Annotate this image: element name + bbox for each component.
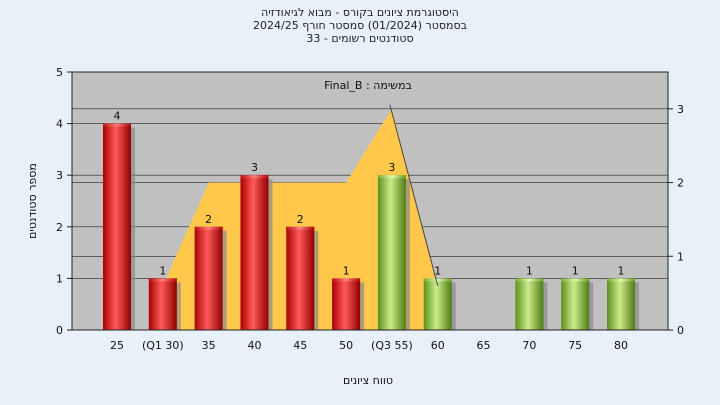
- chart-annotation: Final_B : במשימה: [324, 79, 412, 92]
- x-tick-label: (Q1 30): [142, 339, 184, 352]
- x-tick-label: 80: [614, 339, 628, 352]
- bar-top: [332, 278, 361, 282]
- y-tick-label: 3: [56, 169, 63, 182]
- bar-value-label: 1: [159, 264, 166, 277]
- bar-top: [148, 278, 177, 282]
- chart-title: היסטוגרמת ציונים בקורס - מבוא לגיאודזיה …: [0, 6, 720, 45]
- bar-top: [240, 175, 269, 179]
- y-tick-label: 1: [56, 272, 63, 285]
- bar-top: [423, 278, 452, 282]
- bar: [240, 175, 269, 330]
- bar-value-label: 1: [343, 264, 350, 277]
- bar: [377, 175, 406, 330]
- bar: [332, 278, 361, 330]
- y2-tick-label: 1: [677, 250, 684, 263]
- bar: [103, 123, 131, 330]
- bar: [561, 278, 590, 330]
- x-tick-label: 65: [477, 339, 491, 352]
- bar-value-label: 4: [114, 110, 121, 123]
- overlay-outline: [389, 104, 439, 286]
- x-tick-label: 35: [202, 339, 216, 352]
- bar-top: [561, 278, 590, 282]
- y-tick-label: 2: [56, 221, 63, 234]
- x-axis-title: טווח ציונים: [343, 374, 393, 387]
- bar: [607, 278, 636, 330]
- y-axis-title: מספר סטודנטים: [26, 163, 39, 239]
- chart-title-line-1: היסטוגרמת ציונים בקורס - מבוא לגיאודזיה: [261, 6, 459, 19]
- bar-top: [286, 226, 315, 230]
- bar: [423, 278, 452, 330]
- chart-title-line-2: בסמסטר (01/2024) סמסטר חורף 2024/25: [253, 19, 467, 32]
- bar-top: [194, 226, 223, 230]
- bar-value-label: 3: [388, 161, 395, 174]
- y-tick-label: 4: [56, 118, 63, 131]
- bar-value-label: 2: [297, 213, 304, 226]
- bars: 4 1 2 3 2 1 3 1 1 1 1: [103, 110, 640, 330]
- y-tick-label: 5: [56, 66, 63, 79]
- bar-top: [103, 123, 131, 127]
- bar-value-label: 2: [205, 213, 212, 226]
- y2-tick-label: 3: [677, 103, 684, 116]
- bar: [286, 226, 315, 330]
- bar-value-label: 1: [434, 264, 441, 277]
- bar-top: [377, 175, 406, 179]
- bar-top: [515, 278, 544, 282]
- bar-value-label: 3: [251, 161, 258, 174]
- chart-title-line-3: סטודנטים רשומים - 33: [306, 32, 414, 45]
- overlay-area: [162, 108, 438, 330]
- y2-tick-label: 0: [677, 324, 684, 337]
- x-tick-label: 50: [339, 339, 353, 352]
- bar-value-label: 1: [526, 264, 533, 277]
- x-tick-label: 25: [110, 339, 124, 352]
- x-tick-label: 40: [247, 339, 261, 352]
- y2-tick-label: 2: [677, 177, 684, 190]
- bar: [515, 278, 544, 330]
- bar: [148, 278, 177, 330]
- bar-top: [607, 278, 636, 282]
- plot-frame: [71, 71, 669, 331]
- x-tick-label: 70: [522, 339, 536, 352]
- bar: [194, 226, 223, 330]
- y-tick-label: 0: [56, 324, 63, 337]
- x-tick-label: (Q3 55): [371, 339, 413, 352]
- bar-value-label: 1: [572, 264, 579, 277]
- x-tick-label: 45: [293, 339, 307, 352]
- x-tick-label: 60: [431, 339, 445, 352]
- bar-value-label: 1: [618, 264, 625, 277]
- x-tick-label: 75: [568, 339, 582, 352]
